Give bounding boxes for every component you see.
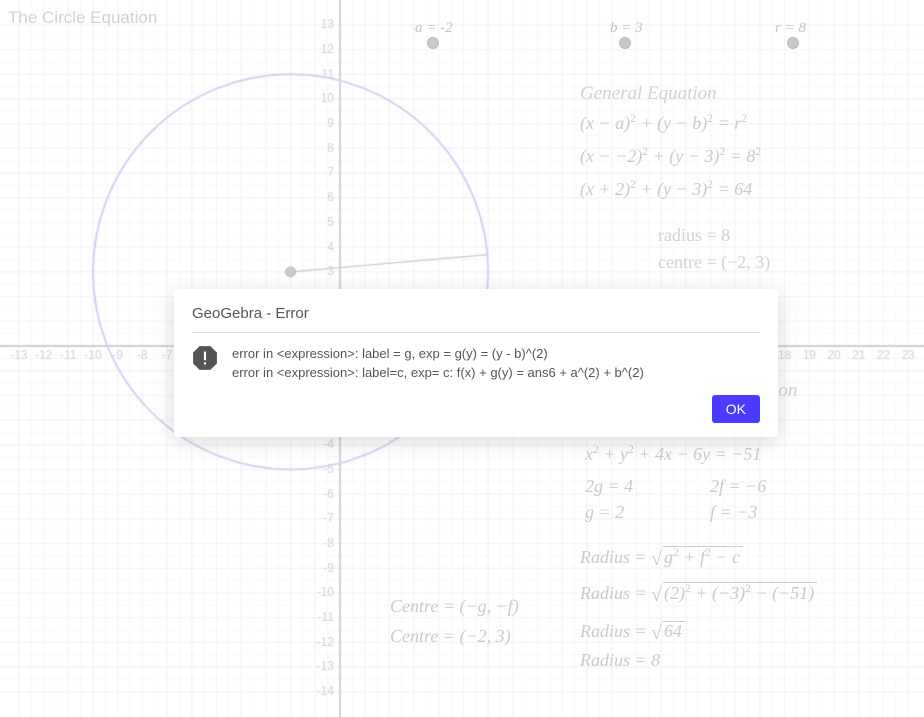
slider-a-label: a = -2 (415, 20, 453, 37)
error-line-2: error in <expression>: label=c, exp= c: … (232, 364, 644, 383)
slider-r-label: r = 8 (775, 20, 806, 37)
eq-radius-formula: Radius = √g2 + f2 − c (580, 546, 743, 569)
page-title: The Circle Equation (8, 8, 157, 28)
eq-general-simplified: (x + 2)2 + (y − 3)2 = 64 (580, 178, 752, 200)
slider-r-handle[interactable] (787, 37, 799, 49)
eq-radius-numeric: Radius = √(2)2 + (−3)2 − (−51) (580, 582, 817, 605)
slider-b-handle[interactable] (619, 37, 631, 49)
general-equation-heading: General Equation (580, 83, 717, 105)
ok-button[interactable]: OK (712, 395, 760, 423)
eq-expanded-sub: x2 + y2 + 4x − 6y = −51 (585, 443, 761, 465)
eq-general-form: (x − a)2 + (y − b)2 = r2 (580, 112, 747, 134)
eq-g: g = 2 (585, 502, 624, 523)
error-icon (192, 345, 218, 371)
dialog-title: GeoGebra - Error (192, 305, 760, 322)
eq-2g: 2g = 4 (585, 476, 633, 497)
error-line-1: error in <expression>: label = g, exp = … (232, 345, 644, 364)
eq-centre-value: Centre = (−2, 3) (390, 626, 511, 647)
dialog-divider (192, 332, 760, 333)
eq-2f: 2f = −6 (710, 476, 766, 497)
eq-f: f = −3 (710, 502, 757, 523)
radius-label: radius = 8 (658, 225, 730, 246)
eq-general-sub: (x − −2)2 + (y − 3)2 = 82 (580, 145, 761, 167)
eq-radius-8: Radius = 8 (580, 650, 660, 671)
error-dialog: GeoGebra - Error error in <expression>: … (174, 289, 778, 437)
eq-centre-formula: Centre = (−g, −f) (390, 596, 519, 617)
slider-a-handle[interactable] (427, 37, 439, 49)
slider-b-label: b = 3 (610, 20, 643, 37)
error-text: error in <expression>: label = g, exp = … (232, 345, 644, 383)
eq-radius-sqrt64: Radius = √64 (580, 620, 685, 643)
centre-label: centre = (−2, 3) (658, 252, 770, 273)
